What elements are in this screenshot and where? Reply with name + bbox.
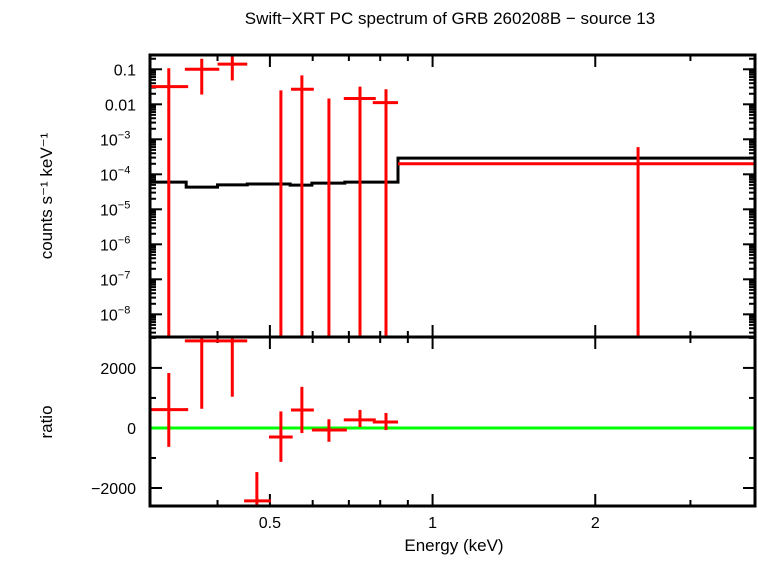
y-tick-label: 10−7 (100, 269, 130, 289)
y-tick-label-exponent: −6 (118, 234, 131, 246)
y-tick-label: −2000 (91, 481, 136, 498)
y-tick-label-base: 10 (100, 167, 118, 184)
x-axis-label: Energy (keV) (404, 536, 503, 555)
bottom-y-axis-label: ratio (37, 405, 56, 438)
y-tick-label: 10−3 (100, 129, 130, 149)
panel-frame (148, 335, 757, 508)
y-tick-label: 2000 (100, 361, 136, 378)
y-tick-label: 10−6 (100, 234, 130, 254)
y-tick-label-base: 10 (100, 307, 118, 324)
y-tick-label: 10−4 (100, 164, 130, 184)
ratio-panel: 2000 0 −2000 0.5 1 2 (91, 335, 757, 532)
y-tick-label-base: 10 (100, 202, 118, 219)
top-y-axis-label: counts s⁻¹ keV⁻¹ (37, 132, 56, 259)
x-tick-label: 1 (428, 515, 437, 532)
y-tick-label-exponent: −4 (118, 164, 131, 176)
y-tick-label: 10−5 (100, 199, 130, 219)
chart-title: Swift−XRT PC spectrum of GRB 260208B − s… (245, 9, 655, 28)
y-tick-label: 10−8 (100, 304, 130, 324)
y-tick-label-exponent: −5 (118, 199, 131, 211)
y-tick-label: 0 (127, 421, 136, 438)
y-tick-label: 0.1 (114, 62, 136, 79)
x-tick-label: 0.5 (259, 515, 281, 532)
x-tick-label: 2 (591, 515, 600, 532)
y-tick-label-base: 10 (100, 237, 118, 254)
y-tick-label-exponent: −7 (118, 269, 131, 281)
y-tick-label-base: 10 (100, 272, 118, 289)
y-tick-label-exponent: −8 (118, 304, 131, 316)
model-histogram (150, 156, 755, 189)
y-tick-label-base: 10 (100, 132, 118, 149)
panel-frame (148, 53, 757, 339)
y-tick-label-exponent: −3 (118, 129, 131, 141)
y-tick-label: 0.01 (105, 97, 136, 114)
